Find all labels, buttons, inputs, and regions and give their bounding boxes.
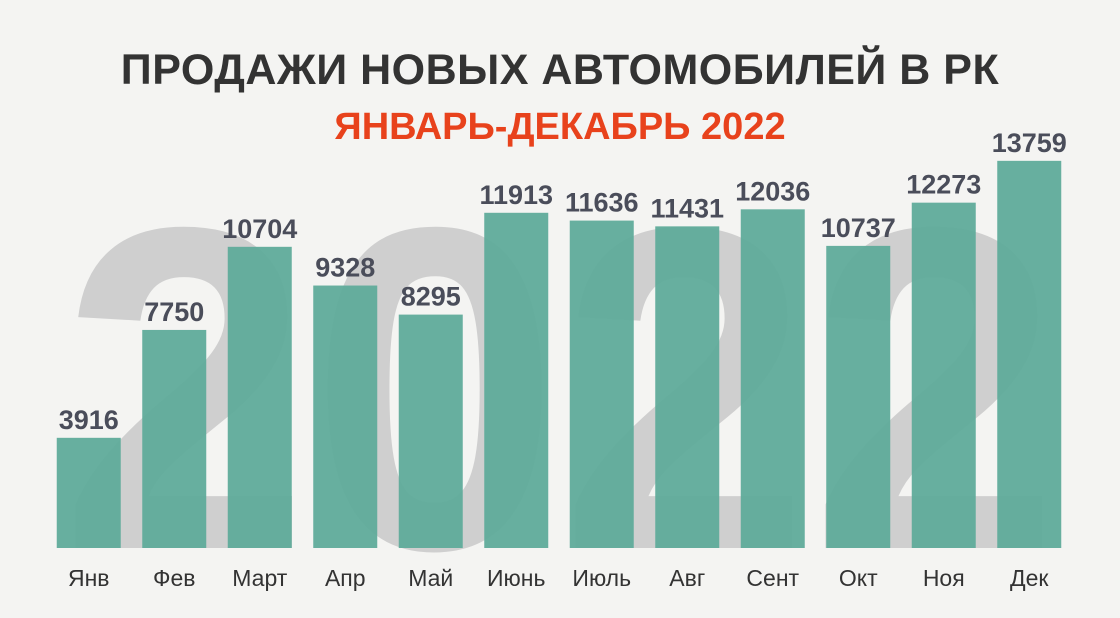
- bar-1: [56, 437, 121, 548]
- bar-6: [484, 212, 549, 548]
- tick-label-4: Апр: [325, 565, 366, 591]
- tick-label-9: Сент: [746, 565, 799, 591]
- value-label-11: 12273: [906, 170, 981, 200]
- bar-9: [740, 209, 805, 549]
- bar-8: [655, 226, 720, 548]
- x-axis-tick-labels: Янв Фев Март Апр Май Июнь Июль Авг Сент Окт Ноя Дек: [68, 565, 1049, 591]
- tick-label-3: Март: [232, 565, 287, 591]
- bar-12: [997, 160, 1062, 548]
- value-label-6: 11913: [479, 180, 553, 210]
- value-label-1: 3916: [59, 405, 119, 435]
- bar-4: [313, 285, 378, 548]
- bar-5: [398, 314, 463, 548]
- value-label-10: 10737: [821, 213, 896, 243]
- bar-10: [826, 245, 891, 548]
- tick-label-10: Окт: [839, 565, 878, 591]
- bars-group: [56, 160, 1062, 549]
- value-labels-group: 3916 7750 10704 9328 8295 11913 11636 11431 1203…: [59, 128, 1067, 435]
- tick-label-1: Янв: [68, 565, 110, 591]
- value-label-4: 9328: [315, 253, 375, 283]
- value-label-2: 7750: [144, 297, 204, 327]
- tick-label-2: Фев: [153, 565, 196, 591]
- tick-label-11: Ноя: [923, 565, 965, 591]
- bar-7: [569, 220, 634, 548]
- bar-11: [911, 202, 976, 548]
- value-label-8: 11431: [650, 193, 724, 223]
- bar-2: [142, 329, 207, 548]
- tick-label-12: Дек: [1010, 565, 1049, 591]
- tick-label-8: Авг: [669, 565, 705, 591]
- chart-subtitle: ЯНВАРЬ-ДЕКАБРЬ 2022: [334, 106, 786, 148]
- value-label-3: 10704: [222, 214, 297, 244]
- watermark-year: 2022: [60, 133, 1060, 618]
- value-label-5: 8295: [401, 282, 461, 312]
- value-label-9: 12036: [735, 176, 810, 206]
- tick-label-5: Май: [408, 565, 453, 591]
- value-label-7: 11636: [565, 188, 639, 218]
- value-label-12: 13759: [992, 128, 1067, 158]
- tick-label-7: Июль: [572, 565, 631, 591]
- chart-title: ПРОДАЖИ НОВЫХ АВТОМОБИЛЕЙ В РК: [120, 46, 1000, 94]
- tick-label-6: Июнь: [487, 565, 545, 591]
- bar-3: [227, 246, 292, 548]
